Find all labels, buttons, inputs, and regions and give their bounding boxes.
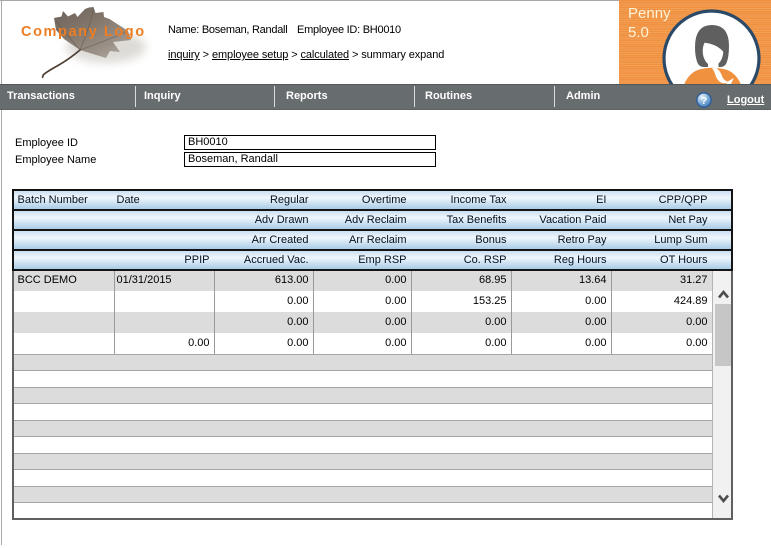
svg-text:?: ? [701,95,707,107]
